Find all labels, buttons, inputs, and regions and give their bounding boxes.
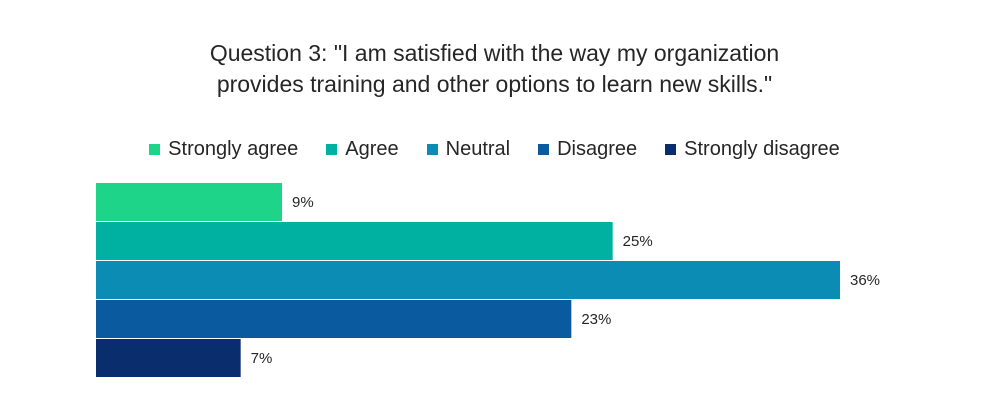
chart-legend: Strongly agree Agree Neutral Disagree St… <box>0 138 989 161</box>
bar-label-strongly-agree: 9% <box>292 194 314 211</box>
legend-swatch-strongly-disagree <box>665 144 677 155</box>
legend-item-strongly-agree: Strongly agree <box>149 138 298 161</box>
chart-title: Question 3: "I am satisfied with the way… <box>0 38 989 100</box>
bar-label-agree: 25% <box>623 233 653 250</box>
legend-label-strongly-disagree: Strongly disagree <box>684 138 840 160</box>
chart-title-line-1: Question 3: "I am satisfied with the way… <box>209 40 780 66</box>
legend-label-neutral: Neutral <box>445 138 511 160</box>
legend-swatch-disagree <box>538 144 550 155</box>
legend-item-agree: Agree <box>326 138 399 161</box>
legend-label-strongly-agree: Strongly agree <box>168 138 299 160</box>
legend-item-disagree: Disagree <box>538 138 637 161</box>
bar-agree <box>96 222 613 260</box>
bar-neutral <box>96 261 840 299</box>
legend-swatch-strongly-agree <box>149 144 161 155</box>
bar-label-neutral: 36% <box>850 272 880 289</box>
chart-title-line-2: provides training and other options to l… <box>216 71 773 97</box>
bar-label-strongly-disagree: 7% <box>251 350 273 367</box>
bar-strongly-disagree <box>96 339 241 377</box>
legend-swatch-neutral <box>426 144 438 155</box>
bar-strongly-agree <box>96 183 282 221</box>
legend-label-agree: Agree <box>345 138 399 160</box>
bar-label-disagree: 23% <box>581 311 611 328</box>
legend-item-neutral: Neutral <box>426 138 511 161</box>
legend-label-disagree: Disagree <box>557 138 638 160</box>
legend-item-strongly-disagree: Strongly disagree <box>665 138 840 161</box>
legend-swatch-agree <box>326 144 338 155</box>
bar-disagree <box>96 300 572 338</box>
